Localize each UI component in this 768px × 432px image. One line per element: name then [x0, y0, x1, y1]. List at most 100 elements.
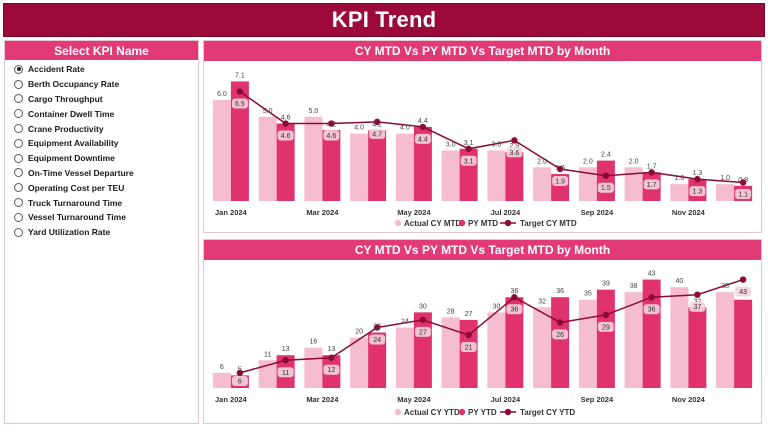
radio-button[interactable] [14, 94, 23, 104]
data-label-py: 13 [327, 346, 335, 353]
slicer-item[interactable]: Vessel Turnaround Time [5, 210, 198, 225]
data-label-target: 37 [693, 304, 701, 311]
radio-button[interactable] [14, 198, 23, 208]
bar-actual [487, 150, 506, 201]
bar-actual [716, 292, 735, 388]
target-label-bg [735, 286, 752, 297]
data-label-py: 0.9 [738, 177, 748, 184]
data-label-target: 6.5 [235, 101, 245, 108]
bar-actual [258, 360, 277, 388]
radio-button[interactable] [14, 124, 23, 134]
data-label-py: 22 [373, 324, 381, 331]
target-point [282, 120, 289, 127]
slicer-item[interactable]: Crane Productivity [5, 121, 198, 136]
data-label-actual: 24 [401, 318, 409, 325]
slicer-item[interactable]: Cargo Throughput [5, 92, 198, 107]
radio-button[interactable] [14, 212, 23, 222]
target-label-bg [414, 133, 431, 144]
target-label-bg [369, 334, 386, 345]
target-point [602, 172, 610, 179]
target-label-bg [735, 189, 752, 199]
bar-actual [716, 184, 735, 201]
slicer-item[interactable]: Truck Turnaround Time [5, 195, 198, 210]
legend-marker-py [458, 408, 466, 416]
data-label-target: 3.6 [510, 150, 520, 157]
data-label-target: 3.1 [464, 158, 474, 165]
x-tick-label: Jan 2024 [215, 208, 248, 217]
data-label-actual: 11 [264, 351, 271, 358]
radio-button[interactable] [14, 153, 23, 163]
x-tick-label: Jan 2024 [215, 395, 248, 404]
radio-button[interactable] [14, 64, 23, 74]
data-label-py: 2.9 [510, 143, 520, 150]
data-label-target: 4.6 [281, 133, 291, 140]
data-label-py: 27 [465, 311, 473, 318]
chart-mtd: 6.0 7.1 6.5 5.0 4.6 4.6 5.0 4.2 4.6 4.0 4.2 4.7 4.0 4… [212, 72, 753, 228]
target-point [373, 324, 381, 331]
target-point [511, 294, 518, 301]
legend-label: PY YTD [468, 408, 497, 417]
radio-button[interactable] [14, 227, 23, 237]
target-point [328, 120, 335, 127]
bar-py [505, 297, 524, 388]
data-label-target: 11 [282, 370, 289, 377]
data-label-py: 4.2 [372, 121, 382, 128]
data-label-target: 1.9 [555, 179, 565, 186]
title-bar: KPI Trend [3, 3, 765, 37]
data-label-actual: 16 [309, 339, 317, 346]
data-label-actual: 20 [355, 329, 363, 336]
data-label-actual: 3.0 [446, 141, 456, 148]
slicer-item[interactable]: Berth Occupancy Rate [5, 77, 198, 92]
legend: Actual CY YTD PY YTD Target CY YTD [394, 408, 575, 417]
chart-panel-ytd: CY MTD Vs PY MTD Vs Target MTD by Month … [203, 239, 762, 424]
target-label-bg [414, 326, 431, 337]
page-title: KPI Trend [331, 7, 437, 32]
data-label-target: 12 [327, 367, 335, 374]
x-tick-label: May 2024 [397, 208, 431, 217]
target-point [739, 276, 747, 283]
target-label-bg [277, 367, 294, 378]
data-label-actual: 6 [220, 364, 224, 371]
slicer-item-label: Container Dwell Time [28, 108, 115, 119]
x-tick-label: Jul 2024 [491, 395, 521, 404]
chart-panel-mtd: CY MTD Vs PY MTD Vs Target MTD by Month … [203, 40, 762, 233]
data-label-actual: 28 [447, 308, 455, 315]
data-label-actual: 4.0 [354, 125, 364, 132]
target-label-bg [369, 128, 386, 139]
bar-py [596, 289, 615, 388]
chart-ytd: 6 5 6 11 13 11 16 13 12 20 22 24 24 30 27 28 27 21 30 36 36 3… [212, 271, 753, 417]
target-line [239, 278, 744, 374]
data-label-target: 36 [510, 307, 518, 314]
data-label-actual: 38 [630, 283, 638, 290]
slicer-item-label: Truck Turnaround Time [28, 197, 123, 208]
slicer-item[interactable]: Container Dwell Time [5, 106, 198, 121]
bar-actual [441, 317, 460, 388]
slicer-item[interactable]: On-Time Vessel Departure [5, 166, 198, 181]
target-point [648, 169, 655, 176]
data-label-py: 4.6 [281, 115, 291, 122]
slicer-item-label: Yard Utilization Rate [28, 227, 111, 238]
data-label-actual: 32 [538, 298, 546, 305]
data-label-target: 1.1 [738, 192, 748, 199]
slicer-item[interactable]: Equipment Availability [5, 136, 198, 151]
slicer-item[interactable]: Equipment Downtime [5, 151, 198, 166]
radio-button[interactable] [14, 138, 23, 148]
slicer-item[interactable]: Yard Utilization Rate [5, 225, 198, 240]
slicer-item[interactable]: Accident Rate [5, 62, 198, 77]
target-label-bg [460, 155, 477, 166]
bar-actual [533, 307, 552, 388]
slicer-item[interactable]: Operating Cost per TEU [5, 180, 198, 195]
radio-button[interactable] [14, 109, 23, 119]
target-point [328, 354, 335, 361]
bar-actual [487, 312, 506, 388]
bar-actual [258, 116, 277, 201]
data-label-target: 43 [739, 289, 747, 296]
radio-button[interactable] [14, 183, 23, 193]
radio-button[interactable] [14, 79, 23, 89]
slicer-item-label: Vessel Turnaround Time [28, 212, 126, 223]
bar-py [459, 319, 478, 388]
data-label-actual: 38 [721, 283, 729, 290]
bar-actual [578, 167, 597, 201]
bar-py [368, 130, 387, 201]
radio-button[interactable] [14, 168, 23, 178]
